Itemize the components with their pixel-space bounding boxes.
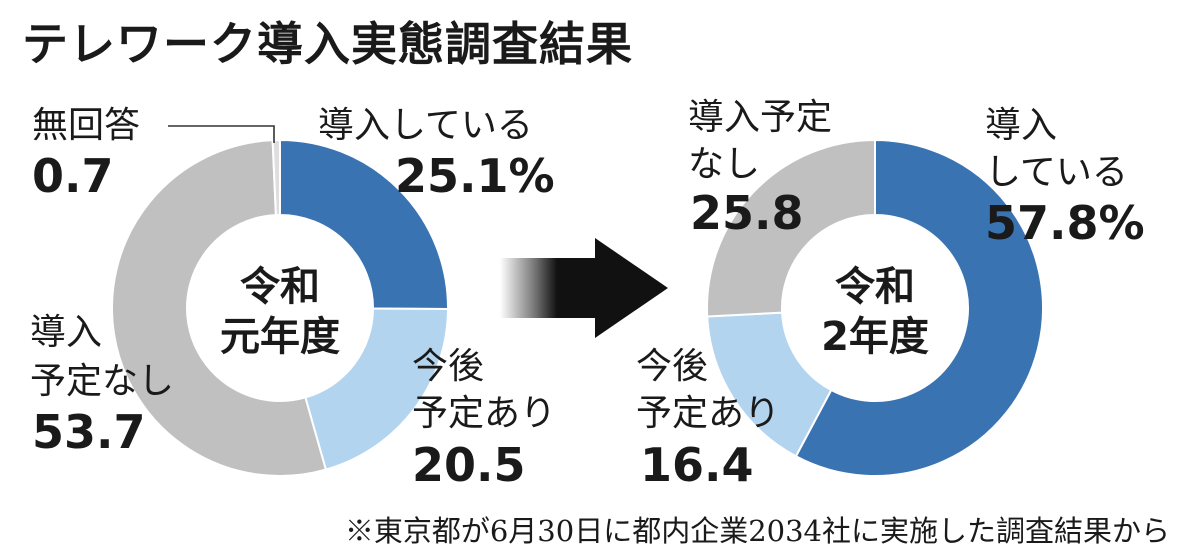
label-not-planned-2020-line1: 導入予定 [688, 97, 833, 138]
chart-title: テレワーク導入実態調査結果 [22, 17, 633, 71]
label-introduced-2019: 導入している [318, 105, 533, 146]
donut-1-slice-1 [304, 307, 450, 471]
donut-2019-center-label: 令和 元年度 [205, 262, 355, 362]
donut-2020-center-label: 令和 2年度 [800, 262, 950, 362]
donut-2-slice-2 [706, 138, 876, 318]
value-introduced-2020: 57.8% [985, 196, 1145, 250]
label-planned-2020-line2: 予定あり [636, 393, 781, 434]
value-planned-2019: 20.5 [412, 438, 526, 492]
donut-1-slice-3 [271, 138, 281, 217]
value-planned-2020: 16.4 [640, 438, 754, 492]
label-planned-2019-line1: 今後 [412, 346, 485, 387]
label-introduced-2020-line2: している [985, 152, 1128, 193]
label-no-answer-2019: 無回答 [32, 105, 141, 146]
label-not-planned-2019-line1: 導入 [30, 312, 103, 353]
transition-arrow-shaft [500, 258, 595, 318]
donut-1-slice-0 [279, 138, 449, 311]
donut-2-slice-0 [794, 138, 1044, 477]
center-label-line2: 元年度 [220, 314, 340, 360]
donut-2019 [111, 138, 450, 477]
label-planned-2019-line2: 予定あり [412, 393, 557, 434]
value-introduced-2019: 25.1% [395, 149, 555, 203]
no-answer-leader-line [168, 125, 275, 143]
center-label-line2: 2年度 [821, 314, 929, 360]
donut-1-slice-2 [111, 139, 328, 477]
donut-2-slice-1 [706, 311, 833, 458]
transition-arrow-head [595, 238, 668, 338]
label-introduced-2020-line1: 導入 [985, 105, 1058, 146]
label-not-planned-2019-line2: 予定なし [30, 361, 175, 402]
donut-2020 [706, 138, 1044, 477]
center-label-line1: 令和 [835, 264, 915, 310]
transition-arrow [500, 238, 668, 338]
label-planned-2020-line1: 今後 [636, 346, 709, 387]
label-not-planned-2020-line2: なし [688, 144, 761, 185]
footnote: ※東京都が6月30日に都内企業2034社に実施した調査結果から [344, 514, 1170, 548]
value-not-planned-2019: 53.7 [32, 405, 146, 459]
center-label-line1: 令和 [240, 264, 320, 310]
value-not-planned-2020: 25.8 [690, 186, 804, 240]
value-no-answer-2019: 0.7 [32, 149, 114, 203]
